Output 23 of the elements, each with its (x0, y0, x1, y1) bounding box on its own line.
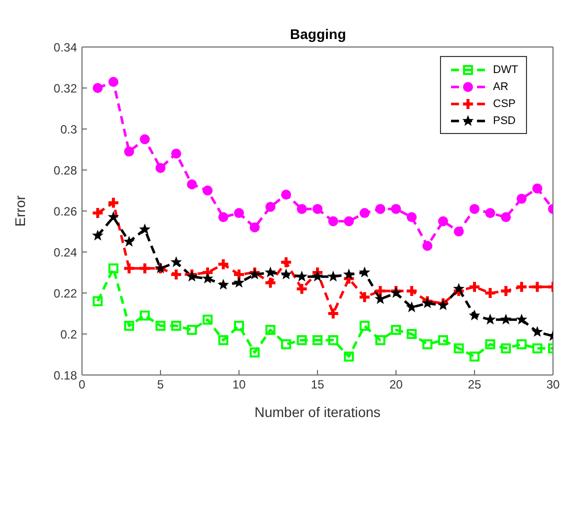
y-tick-label: 0.26 (54, 204, 78, 218)
legend-label: CSP (493, 98, 516, 110)
x-tick-label: 30 (546, 378, 560, 392)
y-tick-label: 0.24 (54, 245, 78, 260)
y-tick-label: 0.3 (60, 122, 78, 136)
x-tick-label: 25 (468, 378, 482, 392)
y-tick-label: 0.2 (60, 327, 78, 342)
y-tick-label: 0.18 (54, 368, 78, 382)
x-tick-label: 15 (310, 378, 324, 392)
x-tick-label: 10 (232, 378, 246, 392)
chart-title: Bagging (289, 26, 347, 42)
y-tick-label: 0.22 (54, 286, 78, 300)
x-tick-label: 0 (78, 378, 86, 392)
legend-label: AR (493, 80, 508, 92)
y-tick-label: 0.34 (54, 40, 78, 54)
y-axis-title: Error (12, 195, 28, 227)
legend-label: PSD (493, 114, 516, 126)
legend-label: DWT (493, 64, 518, 76)
x-tick-label: 5 (157, 378, 164, 392)
y-tick-label: 0.32 (54, 81, 78, 96)
x-tick-label: 20 (389, 378, 403, 392)
x-axis-title: Number of iterations (254, 404, 381, 420)
y-tick-label: 0.28 (54, 163, 78, 178)
